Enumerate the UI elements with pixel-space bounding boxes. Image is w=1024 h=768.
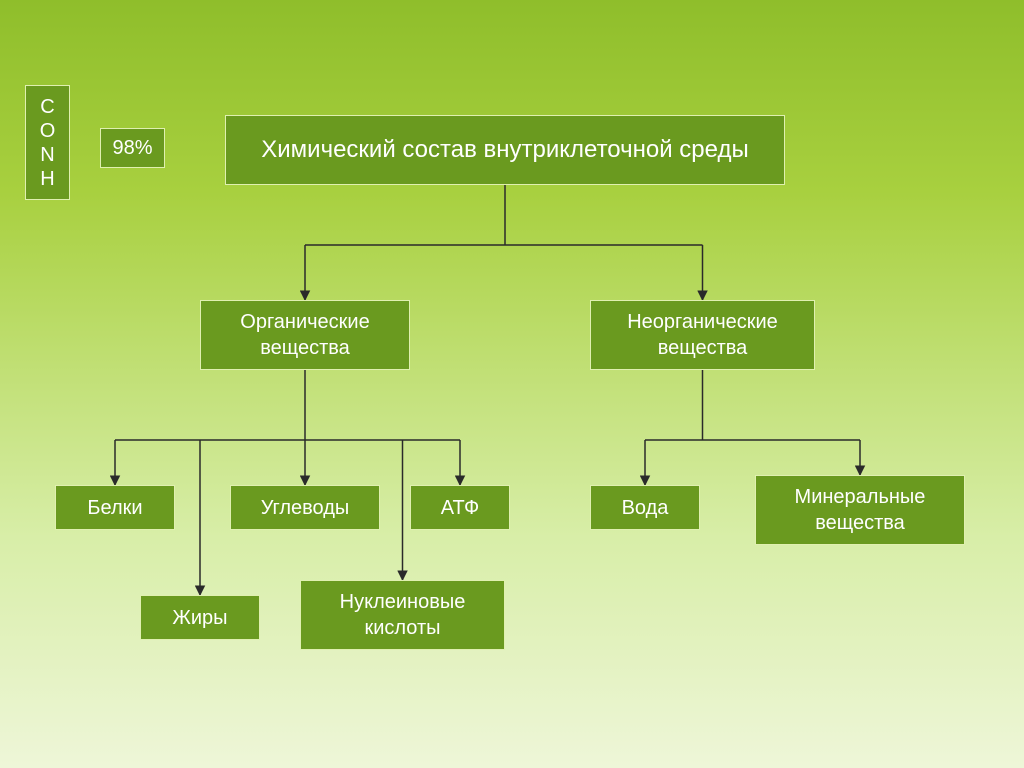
nucleic-box: Нуклеиновые кислоты (300, 580, 505, 650)
carbs-box: Углеводы (230, 485, 380, 530)
elements-box: CONH (25, 85, 70, 200)
atp-box: АТФ (410, 485, 510, 530)
inorganic-box: Неорганические вещества (590, 300, 815, 370)
title-label: Химический состав внутриклеточной среды (261, 134, 748, 165)
fats-label: Жиры (172, 605, 227, 631)
carbs-label: Углеводы (261, 495, 350, 521)
nucleic-label: Нуклеиновые кислоты (311, 589, 494, 641)
atp-label: АТФ (441, 495, 480, 521)
proteins-box: Белки (55, 485, 175, 530)
water-label: Вода (622, 495, 669, 521)
organic-label: Органические вещества (211, 309, 399, 361)
element-letter: N (40, 143, 54, 167)
percent-label: 98% (112, 135, 152, 161)
percent-box: 98% (100, 128, 165, 168)
organic-box: Органические вещества (200, 300, 410, 370)
minerals-box: Минеральные вещества (755, 475, 965, 545)
water-box: Вода (590, 485, 700, 530)
element-letter: H (40, 167, 54, 191)
element-letter: O (40, 119, 56, 143)
fats-box: Жиры (140, 595, 260, 640)
proteins-label: Белки (87, 495, 142, 521)
element-letter: C (40, 95, 54, 119)
title-box: Химический состав внутриклеточной среды (225, 115, 785, 185)
minerals-label: Минеральные вещества (766, 484, 954, 536)
inorganic-label: Неорганические вещества (601, 309, 804, 361)
